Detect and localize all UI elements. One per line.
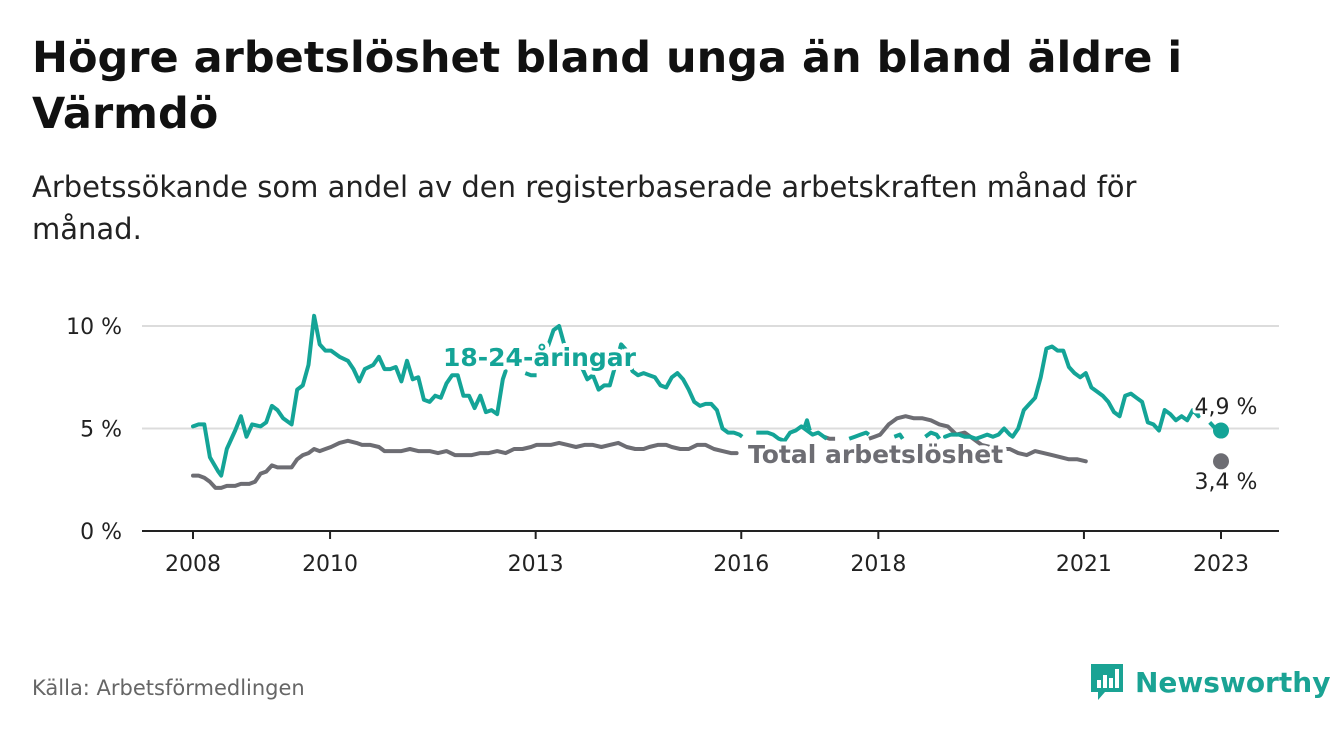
series-line-youth-mid (756, 424, 828, 443)
x-tick-label: 2023 (1193, 552, 1249, 577)
series-line-youth-piece (802, 418, 812, 432)
series-label-youth-halo: 18-24-åringar (443, 343, 637, 372)
source-note: Källa: Arbetsförmedlingen (32, 676, 305, 700)
chart-title: Högre arbetslöshet bland unga än bland ä… (32, 33, 1183, 139)
x-tick-label: 2016 (713, 552, 769, 577)
series-line-youth (191, 313, 508, 478)
chart-subtitle: Arbetssökande som andel av den registerb… (32, 170, 1137, 246)
end-label-total-halo: 3,4 % (1195, 470, 1258, 495)
series-line-youth-piece (893, 432, 905, 440)
series-label-total: Total arbetslöshet (748, 440, 1003, 469)
series-line-youth-late (943, 344, 1207, 441)
end-label-total: 3,4 % (1195, 470, 1258, 495)
brand-logo[interactable]: Newsworthy (1089, 660, 1330, 704)
y-tick-label: 10 % (66, 315, 122, 340)
x-tick-label: 2010 (302, 552, 358, 577)
series-line-youth-piece (848, 430, 871, 441)
end-marker-total (1213, 453, 1229, 470)
series-line-total (191, 438, 739, 490)
brand-name: Newsworthy (1135, 665, 1331, 699)
x-tick-label: 2021 (1056, 552, 1112, 577)
series-line-youth-piece (924, 430, 942, 440)
series-line-total-late (878, 414, 1088, 464)
series-label-youth: 18-24-åringar (443, 343, 637, 372)
newsworthy-logo-icon (1091, 664, 1123, 700)
x-tick-label: 2018 (850, 552, 906, 577)
y-tick-label: 0 % (80, 520, 122, 545)
y-tick-label: 5 % (80, 418, 122, 443)
end-label-youth: 4,9 % (1195, 395, 1258, 420)
series-line-youth-segment (524, 371, 537, 378)
series-label-total-halo: Total arbetslöshet (748, 440, 1003, 469)
x-tick-label: 2013 (508, 552, 564, 577)
end-label-youth-halo: 4,9 % (1195, 395, 1258, 420)
end-marker-youth (1213, 422, 1229, 439)
x-tick-label: 2008 (165, 552, 221, 577)
series-line-youth-segment (546, 324, 744, 439)
